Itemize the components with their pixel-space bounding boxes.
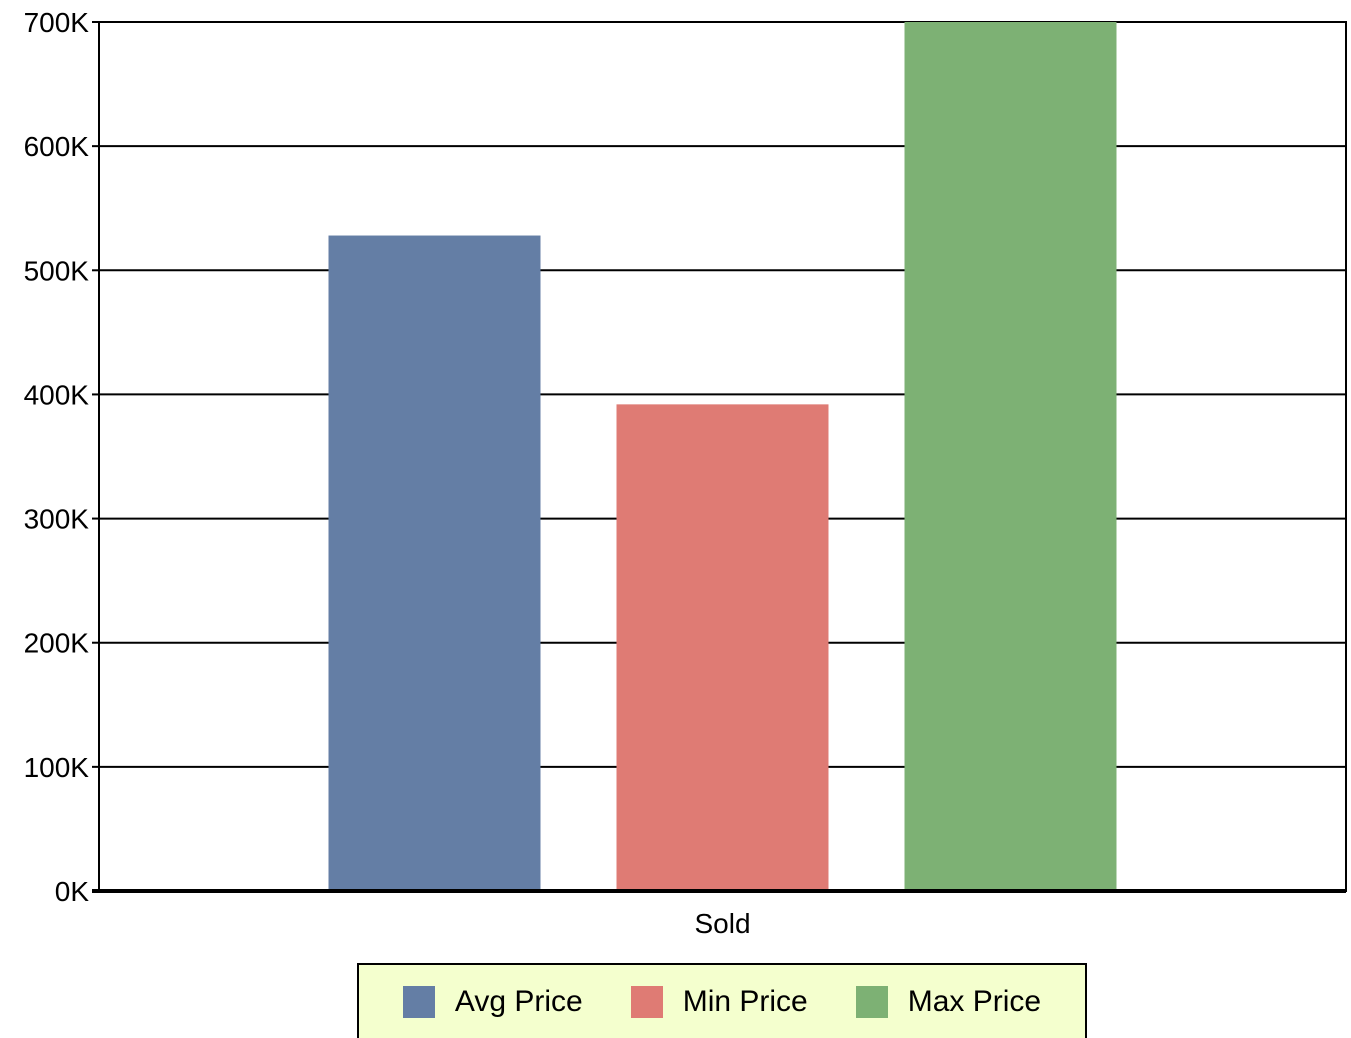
y-tick-label: 0K [55,876,90,907]
bar-chart: 0K 100K 200K 300K 400K 500K 600K 700K Sold [24,7,1347,939]
legend: Avg Price Min Price Max Price [357,963,1087,1038]
y-tick-label: 200K [24,628,90,659]
legend-label: Max Price [907,984,1042,1018]
bar [616,404,829,891]
legend-item: Avg Price [402,984,583,1019]
y-tick-label: 400K [24,379,90,410]
axes [92,21,1346,893]
legend-swatch [402,985,435,1018]
legend-item: Min Price [630,984,808,1019]
legend-swatch [855,985,888,1018]
bar [904,22,1117,891]
legend-label: Min Price [682,984,808,1018]
y-tick-label: 600K [24,131,90,162]
legend-label: Avg Price [454,984,583,1018]
y-tick-label: 500K [24,255,90,286]
x-category-label: Sold [694,908,750,939]
legend-item: Max Price [855,984,1042,1019]
y-tick-label: 300K [24,504,90,535]
legend-swatch [630,985,663,1018]
gridlines [99,21,1346,768]
y-tick-label: 700K [24,7,90,38]
tick-labels: 0K 100K 200K 300K 400K 500K 600K 700K Sold [24,7,751,939]
bars [328,22,1117,892]
bar [328,235,541,892]
y-tick-label: 100K [24,752,90,783]
